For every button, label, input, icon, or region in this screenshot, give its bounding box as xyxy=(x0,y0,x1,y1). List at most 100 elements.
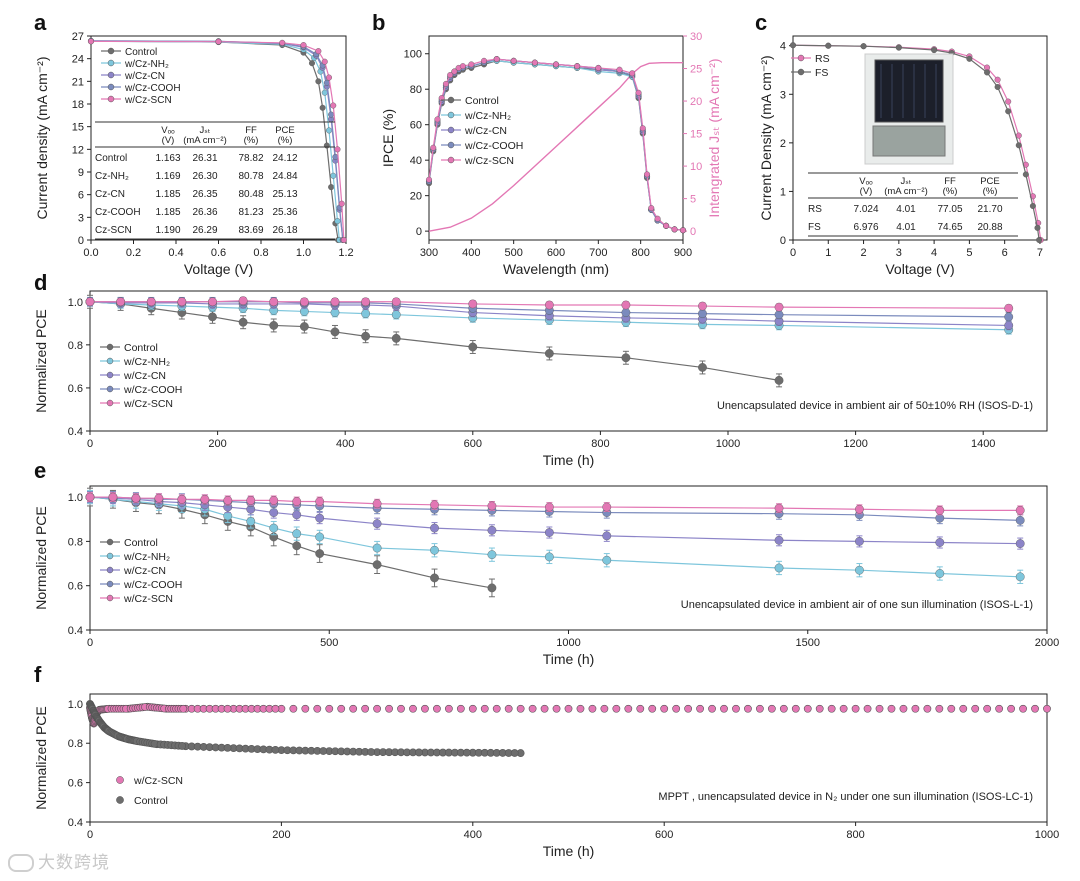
data-point xyxy=(1007,704,1016,713)
data-point xyxy=(397,704,405,713)
data-point xyxy=(313,704,322,713)
data-point xyxy=(663,222,670,229)
y-tick-label: 100 xyxy=(404,49,422,61)
data-point xyxy=(1031,704,1039,713)
data-point xyxy=(774,563,784,573)
data-point xyxy=(774,310,784,320)
y-tick-label: 1 xyxy=(780,186,786,198)
data-point xyxy=(373,704,381,713)
x-axis-label: Time (h) xyxy=(543,452,595,468)
x-tick-label: 0 xyxy=(87,829,93,841)
legend-entry: Control xyxy=(465,95,499,107)
data-point xyxy=(215,38,222,45)
y-tick-label: 9 xyxy=(78,167,84,179)
data-point xyxy=(246,517,256,526)
data-point xyxy=(774,375,784,385)
x-tick-label: 2 xyxy=(860,247,866,259)
data-point xyxy=(315,513,325,523)
data-point xyxy=(481,57,488,64)
y-tick-label: 6 xyxy=(78,190,84,202)
legend-entry: w/Cz-NH₂ xyxy=(123,551,170,563)
data-point xyxy=(774,503,784,513)
data-point xyxy=(289,704,298,713)
solar-module xyxy=(874,59,944,123)
legend-entry: w/Cz-CN xyxy=(124,71,165,82)
legend-marker xyxy=(107,83,115,91)
x-tick-label: 800 xyxy=(631,247,649,259)
y-right-tick-label: 5 xyxy=(690,194,696,206)
data-point xyxy=(1043,704,1051,713)
data-point xyxy=(334,218,341,225)
y-tick-label: 4 xyxy=(780,41,786,53)
legend-marker xyxy=(106,343,114,351)
data-point xyxy=(855,536,864,546)
panel-c: c 0 1 2 3 4 5 6 7 0 1 2 3 4 Voltage (V) Current Density… xyxy=(755,10,1048,277)
data-point xyxy=(779,704,788,713)
data-point xyxy=(430,523,439,533)
legend: Control w/Cz-NH₂ w/Cz-CN w/Cz-COOH w/Cz-SCN xyxy=(100,537,182,605)
data-point xyxy=(179,704,188,713)
data-point xyxy=(430,500,439,510)
legend-entry: RS xyxy=(815,53,830,65)
data-point xyxy=(855,565,864,575)
y-tick-label: 0 xyxy=(780,235,786,247)
table-cell: Control xyxy=(95,153,127,164)
params-table: Vₒₒ(V)Jₛₜ(mA cm⁻²)FF(%)PCE(%)Control 1.16… xyxy=(95,121,335,240)
data-point xyxy=(576,704,585,713)
x-tick-label: 0.8 xyxy=(253,247,268,259)
table-cell: 21.70 xyxy=(977,204,1002,215)
data-point xyxy=(468,704,477,713)
legend-entry: w/Cz-CN xyxy=(123,370,166,382)
data-point xyxy=(1034,224,1041,231)
series-scn xyxy=(85,492,1025,516)
y-tick-label: 0 xyxy=(78,235,84,247)
data-point xyxy=(315,549,325,558)
y-axis-label: Normalized PCE xyxy=(33,506,49,609)
data-point xyxy=(177,494,187,504)
data-point xyxy=(544,300,554,310)
data-point xyxy=(644,171,651,178)
data-point xyxy=(330,297,340,307)
data-point xyxy=(292,541,302,551)
legend-marker xyxy=(106,552,114,560)
data-point xyxy=(361,331,371,341)
data-point xyxy=(340,236,347,243)
y-axis-label: Normalized PCE xyxy=(33,309,49,412)
data-point xyxy=(544,528,554,537)
data-point xyxy=(959,704,968,713)
data-point xyxy=(863,704,872,713)
x-tick-label: 0 xyxy=(790,247,796,259)
data-point xyxy=(540,704,549,713)
table-header-unit: (%) xyxy=(244,135,259,146)
data-point xyxy=(671,226,678,233)
data-point xyxy=(744,704,752,713)
data-point xyxy=(361,309,371,319)
data-point xyxy=(516,704,525,713)
data-point xyxy=(895,44,902,51)
legend-entry: Control xyxy=(134,795,168,807)
legend-entry: w/Cz-CN xyxy=(464,125,507,137)
data-point xyxy=(337,704,346,713)
data-point xyxy=(528,704,537,713)
table-cell: 26.30 xyxy=(192,171,217,182)
data-point xyxy=(774,535,784,545)
data-point xyxy=(1004,312,1014,322)
data-point xyxy=(451,68,458,75)
data-point xyxy=(223,744,232,752)
data-point xyxy=(315,532,325,542)
table-header: FF xyxy=(944,176,956,187)
x-tick-label: 700 xyxy=(589,247,607,259)
x-axis-label: Voltage (V) xyxy=(184,261,253,277)
axis-frame xyxy=(89,693,1048,823)
x-tick-label: 800 xyxy=(846,829,864,841)
series-scn xyxy=(86,702,1051,728)
data-point xyxy=(299,322,309,331)
x-tick-label: 900 xyxy=(674,247,692,259)
table-cell: 80.48 xyxy=(238,189,263,200)
x-tick-label: 1000 xyxy=(716,438,740,450)
data-point xyxy=(430,144,437,151)
legend-marker xyxy=(107,71,115,79)
data-point xyxy=(385,704,393,713)
x-tick-label: 1.0 xyxy=(296,247,311,259)
